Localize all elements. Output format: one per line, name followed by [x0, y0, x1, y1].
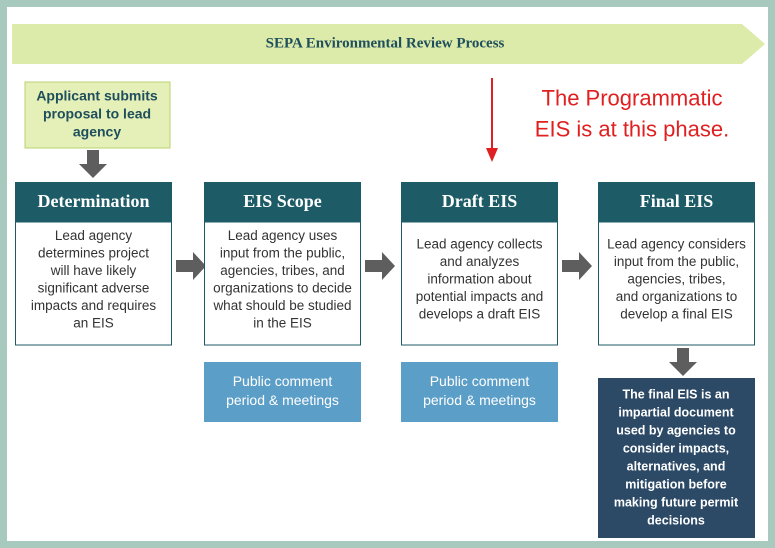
stage-text: input from the public,	[220, 245, 345, 260]
stage-text: Lead agency uses	[228, 228, 338, 243]
final-note-text: making future permit	[614, 495, 739, 509]
applicant-text: agency	[73, 124, 121, 140]
stage-text: agencies, tribes,	[627, 272, 725, 287]
annotation-text: EIS is at this phase.	[535, 116, 729, 141]
stage-text: develop a final EIS	[620, 307, 733, 322]
comment-box	[204, 362, 361, 422]
right-arrow	[562, 252, 592, 280]
applicant-text: Applicant submits	[36, 88, 158, 104]
stage-header	[15, 182, 172, 222]
stage-text: will have likely	[50, 263, 137, 278]
comment-box	[401, 362, 558, 422]
stage-title: EIS Scope	[243, 191, 322, 211]
stage-text: input from the public,	[614, 254, 739, 269]
stage-text: and analyzes	[440, 254, 520, 269]
stage-text: Lead agency	[55, 228, 133, 243]
stage-text: impacts and requires	[31, 298, 157, 313]
stage-text: in the EIS	[253, 315, 312, 330]
stage-text: agencies, tribes, and	[220, 263, 345, 278]
stage-body	[15, 221, 172, 346]
stage-text: potential impacts and	[416, 289, 544, 304]
final-note-text: decisions	[647, 513, 705, 527]
right-arrow	[176, 252, 206, 280]
final-note-text: consider impacts,	[623, 441, 729, 455]
comment-text: Public comment	[233, 373, 333, 389]
stage-body	[401, 221, 558, 346]
stage-title: Final EIS	[640, 191, 714, 211]
down-arrow	[79, 150, 107, 178]
final-note-text: The final EIS is an	[623, 387, 730, 401]
applicant-text: proposal to lead	[43, 106, 151, 122]
comment-text: Public comment	[430, 373, 530, 389]
stage-header	[401, 182, 558, 222]
stage-header	[204, 182, 361, 222]
stage-text: develops a draft EIS	[419, 307, 541, 322]
stage-title: Determination	[38, 191, 150, 211]
stage-text: an EIS	[73, 315, 114, 330]
stage-text: determines project	[38, 245, 149, 260]
stage-text: what should be studied	[212, 298, 351, 313]
comment-text: period & meetings	[423, 392, 536, 408]
stage-header	[598, 182, 755, 222]
banner-arrow	[12, 24, 765, 64]
applicant-box	[24, 81, 171, 149]
final-note-text: alternatives, and	[627, 459, 726, 473]
final-note-text: mitigation before	[625, 477, 726, 491]
stage-text: organizations to decide	[213, 280, 352, 295]
stage-text: information about	[427, 272, 532, 287]
annotation-arrowhead	[486, 148, 498, 162]
annotation-text: The Programmatic	[542, 85, 723, 110]
down-arrow	[669, 348, 697, 376]
stage-text: Lead agency considers	[607, 237, 746, 252]
comment-text: period & meetings	[226, 392, 339, 408]
stage-body	[204, 221, 361, 346]
stage-text: Lead agency collects	[416, 237, 542, 252]
stage-title: Draft EIS	[442, 191, 518, 211]
stage-text: significant adverse	[38, 280, 150, 295]
final-note-box	[598, 378, 755, 538]
banner-title: SEPA Environmental Review Process	[266, 35, 505, 51]
stage-body	[598, 221, 755, 346]
final-note-text: impartial document	[618, 405, 734, 419]
final-note-text: used by agencies to	[616, 423, 736, 437]
stage-text: and organizations to	[616, 289, 738, 304]
right-arrow	[365, 252, 395, 280]
